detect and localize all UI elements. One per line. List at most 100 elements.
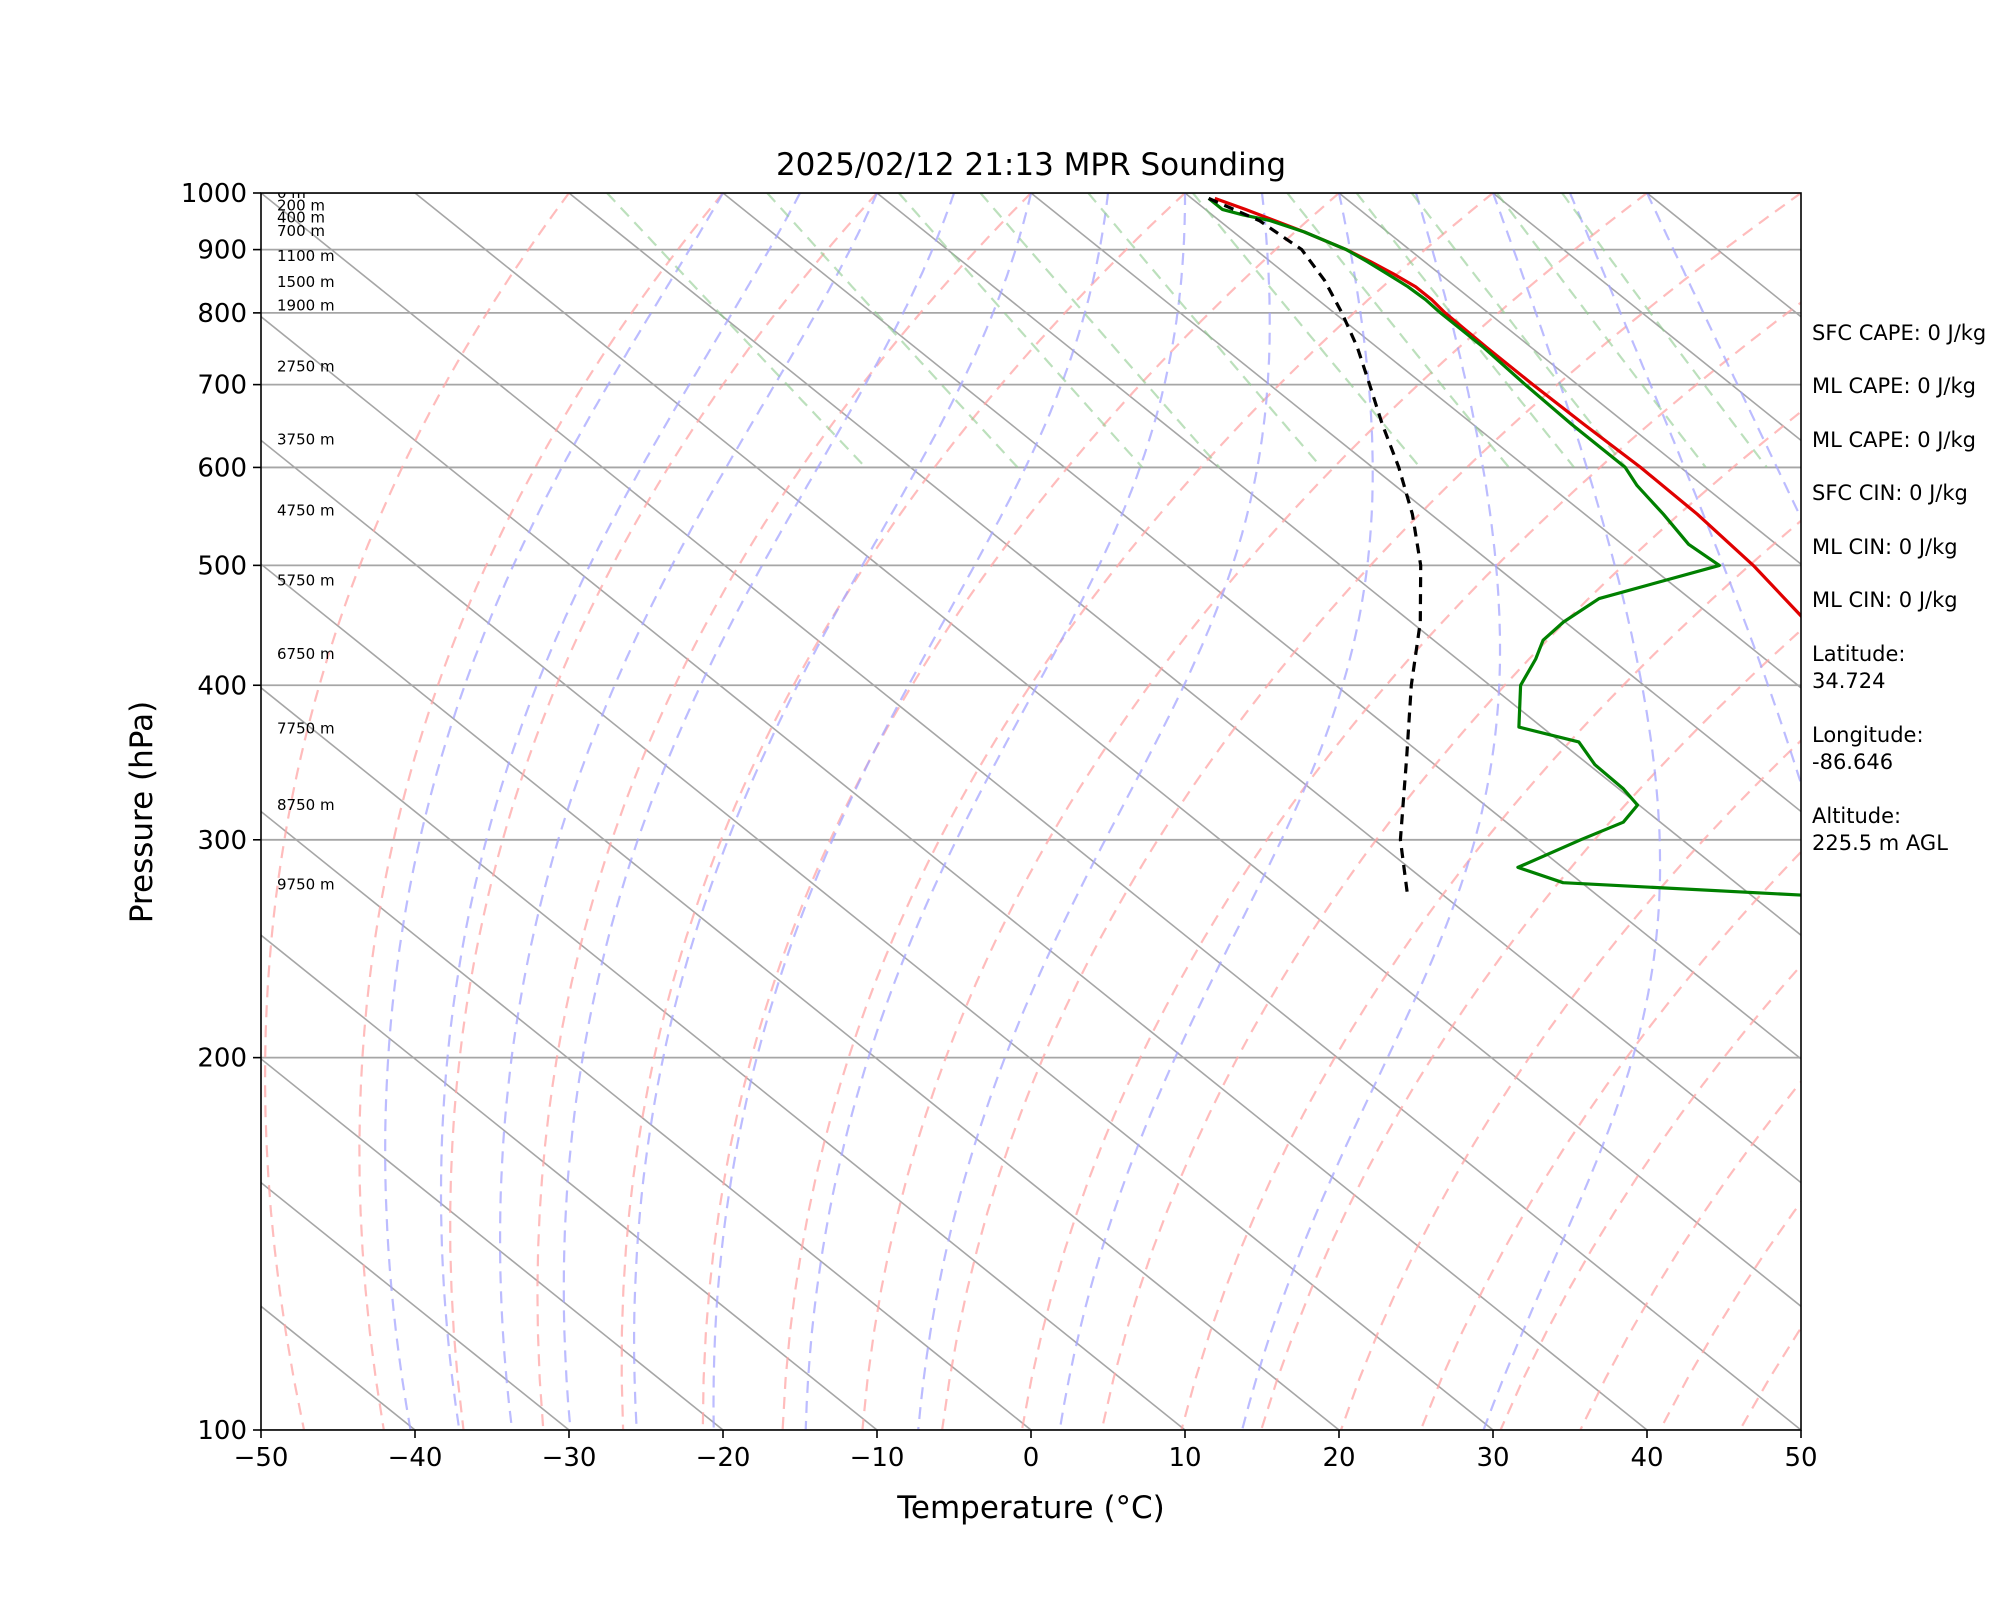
isotherm-line <box>261 193 1801 1430</box>
isotherm-line <box>414 193 1801 1308</box>
moist-adiabat-line <box>1568 193 1801 1430</box>
x-tick-label: 20 <box>1322 1443 1355 1473</box>
longitude-value: -86.646 <box>1812 750 1893 774</box>
isotherm-line <box>1184 193 1801 689</box>
sfc-cape-text: SFC CAPE: 0 J/kg <box>1812 321 1986 345</box>
y-tick-label: 200 <box>197 1044 247 1074</box>
isotherm-line <box>1492 193 1801 442</box>
mixing-ratio-line <box>1355 193 1575 469</box>
y-tick-label: 700 <box>197 371 247 401</box>
isotherm-line <box>261 1181 570 1430</box>
isotherm-line <box>261 563 1340 1430</box>
height-label: 9750 m <box>277 876 335 894</box>
latitude-label: Latitude: <box>1812 642 1906 666</box>
dry-adiabat-line <box>358 193 724 1430</box>
mixing-ratio-line <box>897 193 1144 469</box>
dry-adiabat-line <box>1100 410 1801 1430</box>
isotherm-line <box>1338 193 1801 566</box>
height-label: 1100 m <box>277 247 335 265</box>
sfc-cin-text: SFC CIN: 0 J/kg <box>1812 481 1968 505</box>
height-label: 5750 m <box>277 572 335 590</box>
x-tick-label: 50 <box>1784 1443 1817 1473</box>
height-label: 700 m <box>277 222 325 240</box>
isotherm-line <box>876 193 1801 937</box>
mixing-ratio-line <box>1192 193 1421 469</box>
height-label: 2750 m <box>277 358 335 376</box>
x-tick-label: −50 <box>234 1443 289 1473</box>
height-label: 1500 m <box>277 273 335 291</box>
parcel-profile <box>1208 196 1423 897</box>
dry-adiabat-line <box>449 193 878 1430</box>
y-tick-label: 900 <box>197 236 247 266</box>
height-label: 6750 m <box>277 645 335 663</box>
isotherm-line <box>568 193 1801 1184</box>
moist-adiabat-line <box>439 193 801 1430</box>
moist-adiabat-line <box>1241 193 1502 1430</box>
isotherm-line <box>261 315 1648 1430</box>
height-label: 7750 m <box>277 720 335 738</box>
height-label: 3750 m <box>277 431 335 449</box>
dewpoint-profile <box>1207 197 1801 897</box>
x-tick-label: 0 <box>1023 1443 1040 1473</box>
moist-adiabat-line <box>562 193 956 1430</box>
ml-cin-text-2: ML CIN: 0 J/kg <box>1812 588 1958 612</box>
moist-adiabat-line <box>1482 193 1662 1430</box>
mixing-ratio-line <box>1087 193 1323 469</box>
moist-adiabat-line <box>633 193 1033 1430</box>
y-tick-label: 300 <box>197 826 247 856</box>
mixing-ratio-line <box>1561 193 1768 469</box>
moist-adiabat-line <box>917 193 1271 1430</box>
mixing-ratio-line <box>979 193 1221 469</box>
height-label: 4750 m <box>277 501 335 519</box>
axes: −50 −40 −30 −20 −10 0 10 20 30 40 50 1000 900 800 700 6… <box>181 179 1818 1473</box>
height-label: 8750 m <box>277 796 335 814</box>
ml-cape-text-2: ML CAPE: 0 J/kg <box>1812 428 1976 452</box>
y-tick-label: 400 <box>197 671 247 701</box>
latitude-value: 34.724 <box>1812 669 1885 693</box>
mixing-ratio-line <box>1286 193 1510 469</box>
mixing-ratio-line <box>1496 193 1707 469</box>
dry-adiabat-line <box>701 193 1340 1430</box>
x-tick-label: 30 <box>1476 1443 1509 1473</box>
x-tick-label: −40 <box>388 1443 443 1473</box>
isotherm-line <box>261 934 878 1430</box>
dry-adiabat-line <box>620 193 1186 1430</box>
y-tick-label: 800 <box>197 299 247 329</box>
isotherm-line <box>1030 193 1801 813</box>
ml-cin-text: ML CIN: 0 J/kg <box>1812 535 1958 559</box>
height-label: 400 m <box>277 209 325 227</box>
dry-adiabat-line <box>1979 193 2000 1430</box>
moist-adiabat-line <box>712 193 1110 1430</box>
x-axis-label: Temperature (°C) <box>896 1490 1165 1526</box>
dry-adiabat-line <box>1020 301 1801 1430</box>
height-label: 0 m <box>277 184 306 202</box>
y-tick-label: 500 <box>197 551 247 581</box>
x-tick-label: −20 <box>696 1443 751 1473</box>
dry-adiabat-line <box>536 193 1032 1430</box>
ml-cape-text: ML CAPE: 0 J/kg <box>1812 374 1976 398</box>
y-tick-label: 100 <box>197 1416 247 1446</box>
altitude-label: Altitude: <box>1812 804 1901 828</box>
chart-title: 2025/02/12 21:13 MPR Sounding <box>776 147 1286 183</box>
x-tick-label: −10 <box>850 1443 905 1473</box>
x-tick-label: 10 <box>1168 1443 1201 1473</box>
dry-adiabat-line <box>263 193 570 1430</box>
isotherm-line <box>261 439 1494 1430</box>
height-label: 1900 m <box>277 297 335 315</box>
moist-adiabat-line <box>384 193 724 1430</box>
isotherm-line <box>722 193 1801 1060</box>
mixing-ratio-line <box>606 193 867 469</box>
y-tick-label: 600 <box>197 453 247 483</box>
isotherm-line <box>261 1057 724 1430</box>
moist-adiabat-line <box>499 193 879 1430</box>
altitude-value: 225.5 m AGL <box>1812 831 1948 855</box>
longitude-label: Longitude: <box>1812 723 1924 747</box>
moist-adiabat-line <box>804 193 1187 1430</box>
y-axis-label: Pressure (hPa) <box>124 701 160 923</box>
moist-adiabat-line <box>1058 193 1374 1430</box>
info-panel: SFC CAPE: 0 J/kg ML CAPE: 0 J/kg ML CAPE… <box>1812 321 1986 855</box>
y-tick-label: 1000 <box>181 179 247 209</box>
dry-adiabat-line <box>941 193 1801 1430</box>
